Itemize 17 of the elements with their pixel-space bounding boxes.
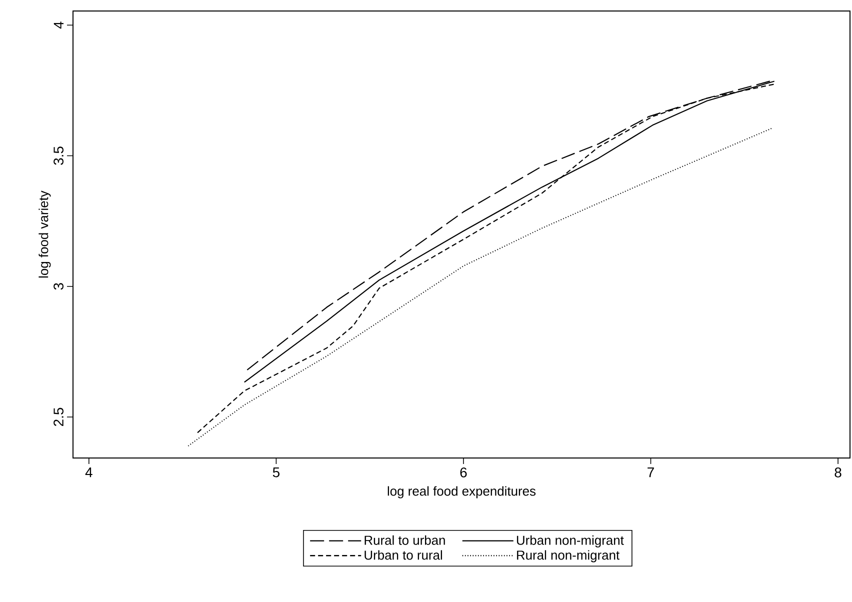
- x-tick-label: 8: [834, 468, 842, 478]
- y-tick-label: 2.5: [54, 408, 64, 426]
- x-tick-label: 7: [648, 468, 654, 478]
- line-series: [196, 84, 775, 434]
- y-tick-label: 4: [54, 22, 64, 29]
- legend-label: Rural to urban: [364, 535, 445, 545]
- x-tick-label: 6: [460, 468, 467, 478]
- legend-label: Rural non-migrant: [517, 550, 620, 562]
- y-tick-label: 3: [54, 283, 64, 290]
- legend-label: Urban non-migrant: [516, 535, 624, 548]
- y-axis-title: log food variety: [38, 190, 51, 278]
- x-tick-label: 4: [85, 468, 92, 478]
- legend-label: Urban to rural: [364, 550, 442, 560]
- x-axis-title: log real food expenditures: [388, 486, 536, 498]
- y-tick-label: 3.5: [54, 146, 64, 165]
- line-series: [188, 127, 774, 447]
- x-tick-label: 5: [272, 468, 280, 478]
